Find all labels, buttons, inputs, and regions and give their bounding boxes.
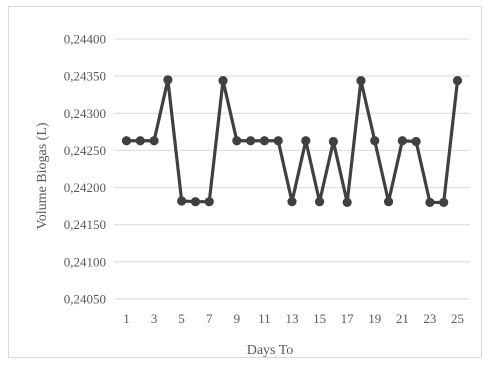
data-point [342, 197, 352, 208]
y-tick-labels: 0,24050 0,24100 0,24150 0,24200 0,24250 0,243… [64, 32, 106, 307]
x-tick-label: 9 [234, 311, 241, 326]
data-point [411, 136, 421, 147]
data-point [287, 197, 297, 207]
data-point [204, 197, 214, 207]
y-tick-label: 0,24150 [64, 217, 106, 232]
data-point [177, 196, 187, 206]
y-tick-label: 0,24400 [64, 32, 106, 47]
x-tick-labels: 1 3 5 7 9 11 13 15 17 19 21 23 25 [123, 311, 464, 326]
x-tick-label: 13 [286, 311, 299, 326]
data-point [121, 136, 132, 146]
data-point [370, 136, 380, 146]
x-tick-label: 17 [341, 311, 355, 326]
data-point [328, 136, 338, 147]
data-point [425, 197, 435, 208]
x-tick-label: 23 [423, 311, 436, 326]
y-tick-label: 0,24300 [64, 106, 106, 121]
data-point [314, 197, 325, 207]
x-tick-label: 1 [123, 311, 130, 326]
data-point [218, 76, 228, 86]
data-point [259, 136, 270, 146]
data-point [397, 136, 407, 146]
data-point [356, 76, 366, 86]
x-axis-label: Days To [247, 343, 294, 358]
y-tick-label: 0,24200 [64, 180, 106, 195]
y-tick-label: 0,24350 [64, 69, 106, 84]
data-point [452, 76, 463, 86]
data-point [273, 136, 283, 146]
x-tick-label: 5 [178, 311, 185, 326]
x-tick-label: 25 [451, 311, 464, 326]
y-axis-label: Volume Biogas (L) [35, 122, 50, 229]
grid-lines [114, 38, 470, 300]
series-line [126, 78, 460, 205]
series-group [121, 75, 463, 208]
x-tick-label: 21 [396, 311, 409, 326]
y-tick-label: 0,24100 [64, 254, 106, 269]
x-tick-label: 19 [368, 311, 381, 326]
x-tick-label: 15 [313, 311, 326, 326]
y-tick-label: 0,24250 [64, 143, 106, 158]
data-point [301, 136, 311, 146]
y-tick-label: 0,24050 [64, 292, 106, 307]
data-point [383, 197, 394, 207]
x-tick-label: 3 [151, 311, 158, 326]
data-point [246, 136, 256, 146]
data-point [135, 136, 145, 146]
data-point [232, 136, 242, 146]
data-point [149, 136, 159, 146]
x-tick-label: 7 [206, 311, 213, 326]
x-tick-label: 11 [258, 311, 271, 326]
data-point [439, 197, 449, 208]
data-point [163, 75, 173, 85]
data-point [190, 197, 201, 207]
